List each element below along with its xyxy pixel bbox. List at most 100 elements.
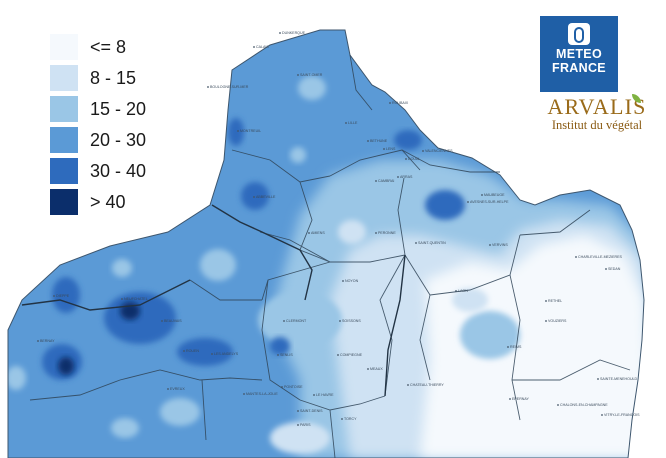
city-dot bbox=[545, 300, 547, 302]
city-dot bbox=[467, 201, 469, 203]
city-dot bbox=[161, 320, 163, 322]
city-label: DUNKERQUE bbox=[282, 31, 306, 35]
city-dot bbox=[605, 268, 607, 270]
city-dot bbox=[345, 122, 347, 124]
city-label: TORCY bbox=[344, 417, 357, 421]
city-dot bbox=[342, 280, 344, 282]
city-label: SAINT-DENIS bbox=[300, 409, 323, 413]
city-label: VERVINS bbox=[492, 243, 508, 247]
zone-amiens-15-20 bbox=[200, 249, 236, 281]
legend-item: 15 - 20 bbox=[50, 96, 146, 122]
city-label: CALAIS bbox=[256, 45, 269, 49]
city-label: NEUFCHATEL bbox=[124, 297, 148, 301]
zone-lehavre-gt40 bbox=[58, 357, 74, 375]
arvalis-logo: ARVALIS Institut du végétal bbox=[538, 94, 656, 133]
city-dot bbox=[237, 130, 239, 132]
city-label: LE HAVRE bbox=[316, 393, 334, 397]
city-label: MONTREUIL bbox=[240, 129, 261, 133]
city-dot bbox=[53, 295, 55, 297]
zone-lille-15-20 bbox=[298, 76, 326, 100]
city-dot bbox=[415, 242, 417, 244]
legend-label: 15 - 20 bbox=[90, 98, 147, 119]
zone-rouen-30-40 bbox=[104, 292, 176, 344]
city-dot bbox=[37, 340, 39, 342]
department-borders bbox=[29, 54, 631, 458]
city-label: BEAUVAIS bbox=[164, 319, 182, 323]
legend-swatch bbox=[50, 189, 78, 215]
zone-laon-8-15 bbox=[452, 288, 488, 312]
city-dot bbox=[211, 353, 213, 355]
city-dot bbox=[481, 194, 483, 196]
legend-swatch bbox=[50, 158, 78, 184]
city-label: DIEPPE bbox=[56, 294, 70, 298]
city-label: ABBEVILLE bbox=[256, 195, 276, 199]
legend-item: 8 - 15 bbox=[50, 65, 146, 91]
city-label: VOUZIERS bbox=[548, 319, 567, 323]
meteo-france-line1: METEO bbox=[556, 47, 602, 61]
city-label: COMPIEGNE bbox=[340, 353, 363, 357]
city-label: RETHEL bbox=[548, 299, 562, 303]
city-label: EPERNAY bbox=[512, 397, 530, 401]
legend-label: 20 - 30 bbox=[90, 129, 147, 150]
city-dot bbox=[183, 350, 185, 352]
city-label: MEAUX bbox=[370, 367, 383, 371]
city-dot bbox=[375, 180, 377, 182]
city-label: MANTES-LA-JOLIE bbox=[246, 392, 278, 396]
zone-andelys-30-40 bbox=[177, 338, 233, 366]
city-dot bbox=[407, 384, 409, 386]
city-dot bbox=[575, 256, 577, 258]
legend-item: 30 - 40 bbox=[50, 158, 146, 184]
arvalis-subtitle: Institut du végétal bbox=[551, 118, 643, 132]
zone-avesnes-30-40 bbox=[425, 190, 465, 220]
city-dot bbox=[207, 86, 209, 88]
zone-beauvais-30-40 bbox=[270, 337, 290, 355]
city-dot bbox=[297, 74, 299, 76]
city-label: ROUBAIX bbox=[392, 101, 409, 105]
city-label: MAUBEUGE bbox=[484, 193, 505, 197]
city-label: BETHUNE bbox=[370, 139, 388, 143]
city-dot bbox=[367, 140, 369, 142]
region-borders bbox=[21, 204, 406, 397]
meteo-france-line2: FRANCE bbox=[552, 61, 606, 75]
city-label: SEDAN bbox=[608, 267, 621, 271]
city-dot bbox=[297, 424, 299, 426]
legend-swatch bbox=[50, 34, 78, 60]
zone-artois-15-20 bbox=[290, 147, 306, 163]
city-dot bbox=[383, 148, 385, 150]
city-dot bbox=[597, 378, 599, 380]
city-dot bbox=[339, 320, 341, 322]
city-label: NOYON bbox=[345, 279, 359, 283]
city-label: CHALONS-EN-CHAMPAGNE bbox=[560, 403, 608, 407]
city-label: ARRAS bbox=[400, 175, 413, 179]
zone-boulogne-30-40 bbox=[228, 118, 244, 146]
zone-marne-15-20 bbox=[460, 311, 520, 359]
city-label: PERONNE bbox=[378, 231, 396, 235]
zone-oise-15-20 bbox=[258, 292, 342, 348]
city-label: EVREUX bbox=[170, 387, 185, 391]
city-label: PONTOISE bbox=[284, 385, 303, 389]
leaf-icon bbox=[632, 94, 641, 103]
city-label: CLERMONT bbox=[286, 319, 307, 323]
city-dot bbox=[308, 232, 310, 234]
arvalis-name: ARVALIS bbox=[547, 94, 647, 119]
city-label: VITRY-LE-FRANCOIS bbox=[604, 413, 640, 417]
zone-montreuil-30-40 bbox=[241, 182, 269, 210]
city-dot bbox=[313, 394, 315, 396]
legend-item: <= 8 bbox=[50, 34, 146, 60]
city-dot bbox=[341, 418, 343, 420]
city-label: LILLE bbox=[348, 121, 358, 125]
city-label: CAMBRAI bbox=[378, 179, 394, 183]
city-label: REIMS bbox=[510, 345, 522, 349]
city-dot bbox=[281, 386, 283, 388]
meteo-france-logo: METEO FRANCE bbox=[540, 16, 618, 92]
city-label: PARIS bbox=[300, 423, 311, 427]
zone-southwest-15-20 bbox=[160, 398, 200, 426]
city-label: SAINTE-MENEHOULD bbox=[600, 377, 638, 381]
city-dot bbox=[389, 102, 391, 104]
legend-swatch bbox=[50, 65, 78, 91]
city-dot bbox=[601, 414, 603, 416]
city-dot bbox=[297, 410, 299, 412]
city-label: LENS bbox=[386, 147, 396, 151]
city-label: SOISSONS bbox=[342, 319, 361, 323]
